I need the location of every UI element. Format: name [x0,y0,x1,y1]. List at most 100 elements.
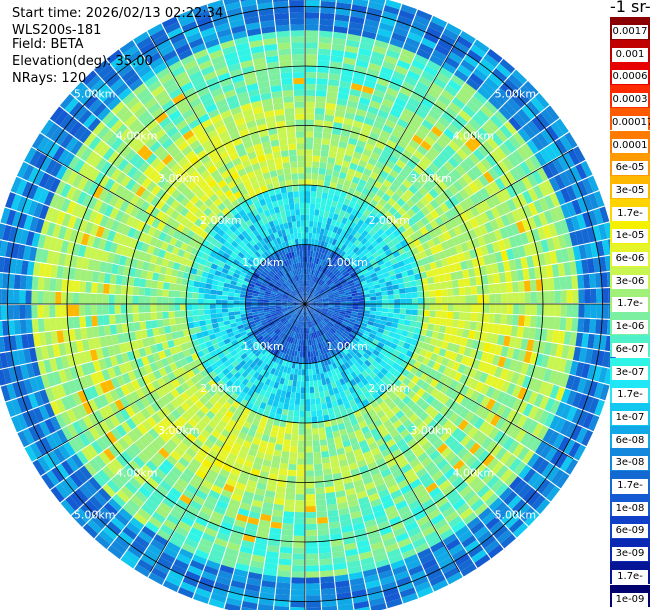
ppi-gate [216,285,224,291]
ppi-gate [305,137,314,144]
ppi-gate [305,101,315,108]
ppi-gate [299,405,305,412]
ppi-gate [376,219,385,228]
ppi-gate [403,281,411,288]
ppi-gate [410,261,419,269]
ppi-gate [450,46,467,59]
ppi-gate [305,470,315,477]
ppi-gate [480,383,490,396]
ppi-gate [314,469,324,477]
ppi-gate [457,176,469,189]
ppi-gate [359,42,374,51]
ppi-gate [388,206,398,216]
ppi-gate [320,292,327,296]
ppi-gate [326,437,335,445]
ppi-gate [379,337,387,345]
ppi-gate [469,205,480,217]
ppi-gate [49,291,56,304]
ppi-gate [490,132,504,147]
ppi-gate [306,286,308,293]
ppi-gate [310,298,316,302]
ppi-gate [357,102,369,112]
ppi-gate [322,307,329,311]
ppi-gate [371,262,380,269]
ppi-gate [323,241,329,249]
ppi-gate [575,163,588,180]
ppi-gate [305,24,319,31]
ppi-gate [391,32,407,43]
ppi-gate [315,277,320,284]
ppi-gate [313,143,322,151]
ppi-gate [446,238,455,249]
ppi-gate [368,62,382,72]
ppi-gate [314,239,319,246]
ppi-gate [511,412,523,426]
ppi-gate [402,221,411,231]
ppi-gate [332,268,339,275]
ppi-gate [416,378,425,388]
ppi-gate [329,250,335,258]
ppi-gate [353,279,361,285]
ppi-gate [324,286,330,291]
ppi-gate [436,153,448,165]
ppi-gate [138,312,146,322]
ppi-gate [468,367,478,379]
ppi-gate [508,74,523,89]
ppi-gate [506,248,515,260]
ppi-gate [476,161,488,174]
ppi-gate [138,287,146,296]
ppi-gate [452,254,461,264]
ppi-gate [416,354,425,363]
ppi-gate [505,423,517,437]
ppi-gate [305,54,318,61]
ppi-gate [385,0,402,10]
ppi-gate [305,292,307,299]
ppi-gate [477,304,484,313]
ppi-gate [13,305,20,320]
ppi-gate [329,181,337,189]
ppi-gate [419,250,428,259]
ppi-gate [571,182,583,199]
ppi-gate [372,216,381,225]
ppi-gate [513,131,526,146]
ppi-gate [321,450,330,458]
ppi-gate [358,178,367,188]
ppi-gate [363,313,370,318]
ppi-gate [500,187,512,201]
ppi-gate [305,190,311,198]
ppi-gate [233,307,240,312]
ppi-gate [535,316,543,329]
ppi-gate [396,197,406,207]
ppi-gate [471,339,480,350]
ppi-gate [517,446,530,461]
ppi-gate [369,289,376,294]
ppi-gate [286,481,296,489]
ppi-gate [560,187,572,203]
ppi-gate [488,253,497,264]
ppi-gate [309,274,313,281]
ppi-gate [352,325,360,331]
ppi-gate [492,164,505,177]
ppi-gate [349,318,356,324]
ppi-gate [512,112,527,128]
ppi-gate [361,333,369,340]
ppi-gate [329,206,336,214]
ppi-gate [500,314,508,325]
ppi-gate [356,331,364,337]
ppi-gate [328,321,334,327]
ppi-gate [569,360,579,376]
ppi-gate [347,168,356,177]
ppi-gate [431,49,447,62]
ppi-gate [566,201,577,217]
ppi-gate [352,306,359,310]
ppi-gate [288,403,295,411]
ppi-gate [474,214,485,226]
ppi-gate [382,299,389,304]
ppi-gate [580,160,593,178]
ppi-gate [437,116,451,128]
ppi-gate [278,426,286,434]
ppi-gate [493,323,501,335]
ppi-sectors [0,0,621,610]
ppi-gate [385,280,393,287]
ppi-gate [393,267,402,275]
